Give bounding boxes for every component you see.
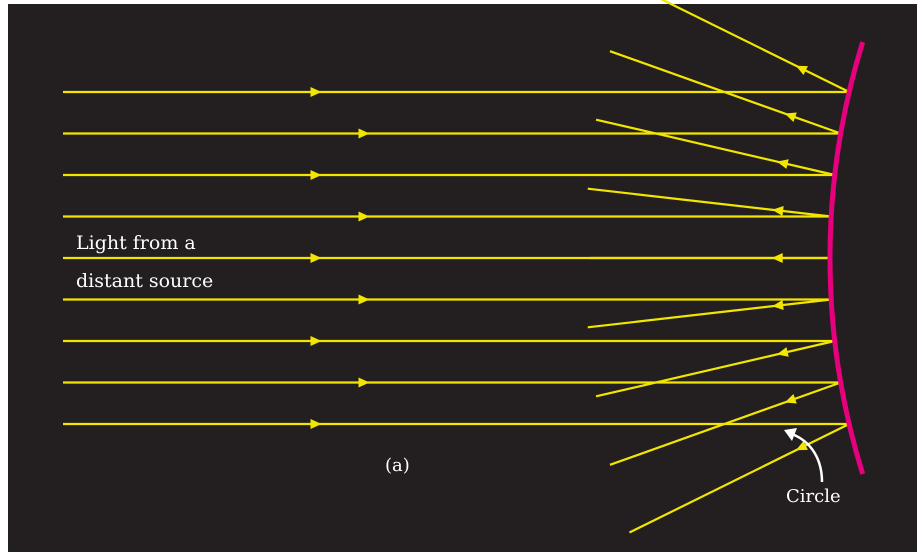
incident-ray-arrow (310, 253, 322, 263)
source-label-line1: Light from a (76, 232, 196, 254)
circle-pointer-arrow (791, 432, 824, 483)
source-label-line2: distant source (76, 270, 214, 292)
reflected-ray-arrow (784, 112, 797, 122)
reflected-ray (595, 339, 835, 398)
incident-ray-arrow (358, 377, 370, 388)
reflected-ray-arrow (776, 159, 789, 169)
reflected-ray-arrow (784, 394, 797, 404)
incident-ray-arrow (310, 87, 322, 97)
reflected-ray (587, 187, 832, 218)
reflected-ray-arrow (795, 440, 808, 451)
reflected-ray-arrow (776, 347, 789, 357)
mirror-label: Circle (786, 486, 841, 507)
reflected-ray (595, 118, 835, 177)
reflected-ray-arrow (795, 65, 808, 76)
reflected-ray-arrow (772, 206, 784, 216)
incident-ray-arrow (358, 211, 370, 222)
reflected-ray (609, 50, 842, 135)
reflected-ray-arrow (772, 300, 784, 310)
circle-pointer-arrowhead (784, 428, 797, 441)
incident-ray-arrow (310, 336, 322, 346)
reflected-ray (660, 0, 850, 93)
incident-ray-arrow (358, 128, 370, 139)
rays-layer (63, 0, 850, 534)
incident-ray-arrow (310, 419, 322, 429)
reflected-ray (628, 423, 850, 534)
incident-ray-arrow (358, 294, 370, 305)
reflected-ray-arrow (771, 253, 783, 263)
circular-mirror (827, 41, 866, 475)
reflected-ray (587, 298, 832, 329)
panel-label: (a) (385, 455, 410, 476)
incident-ray-arrow (310, 170, 322, 180)
diagram-background (8, 4, 917, 552)
